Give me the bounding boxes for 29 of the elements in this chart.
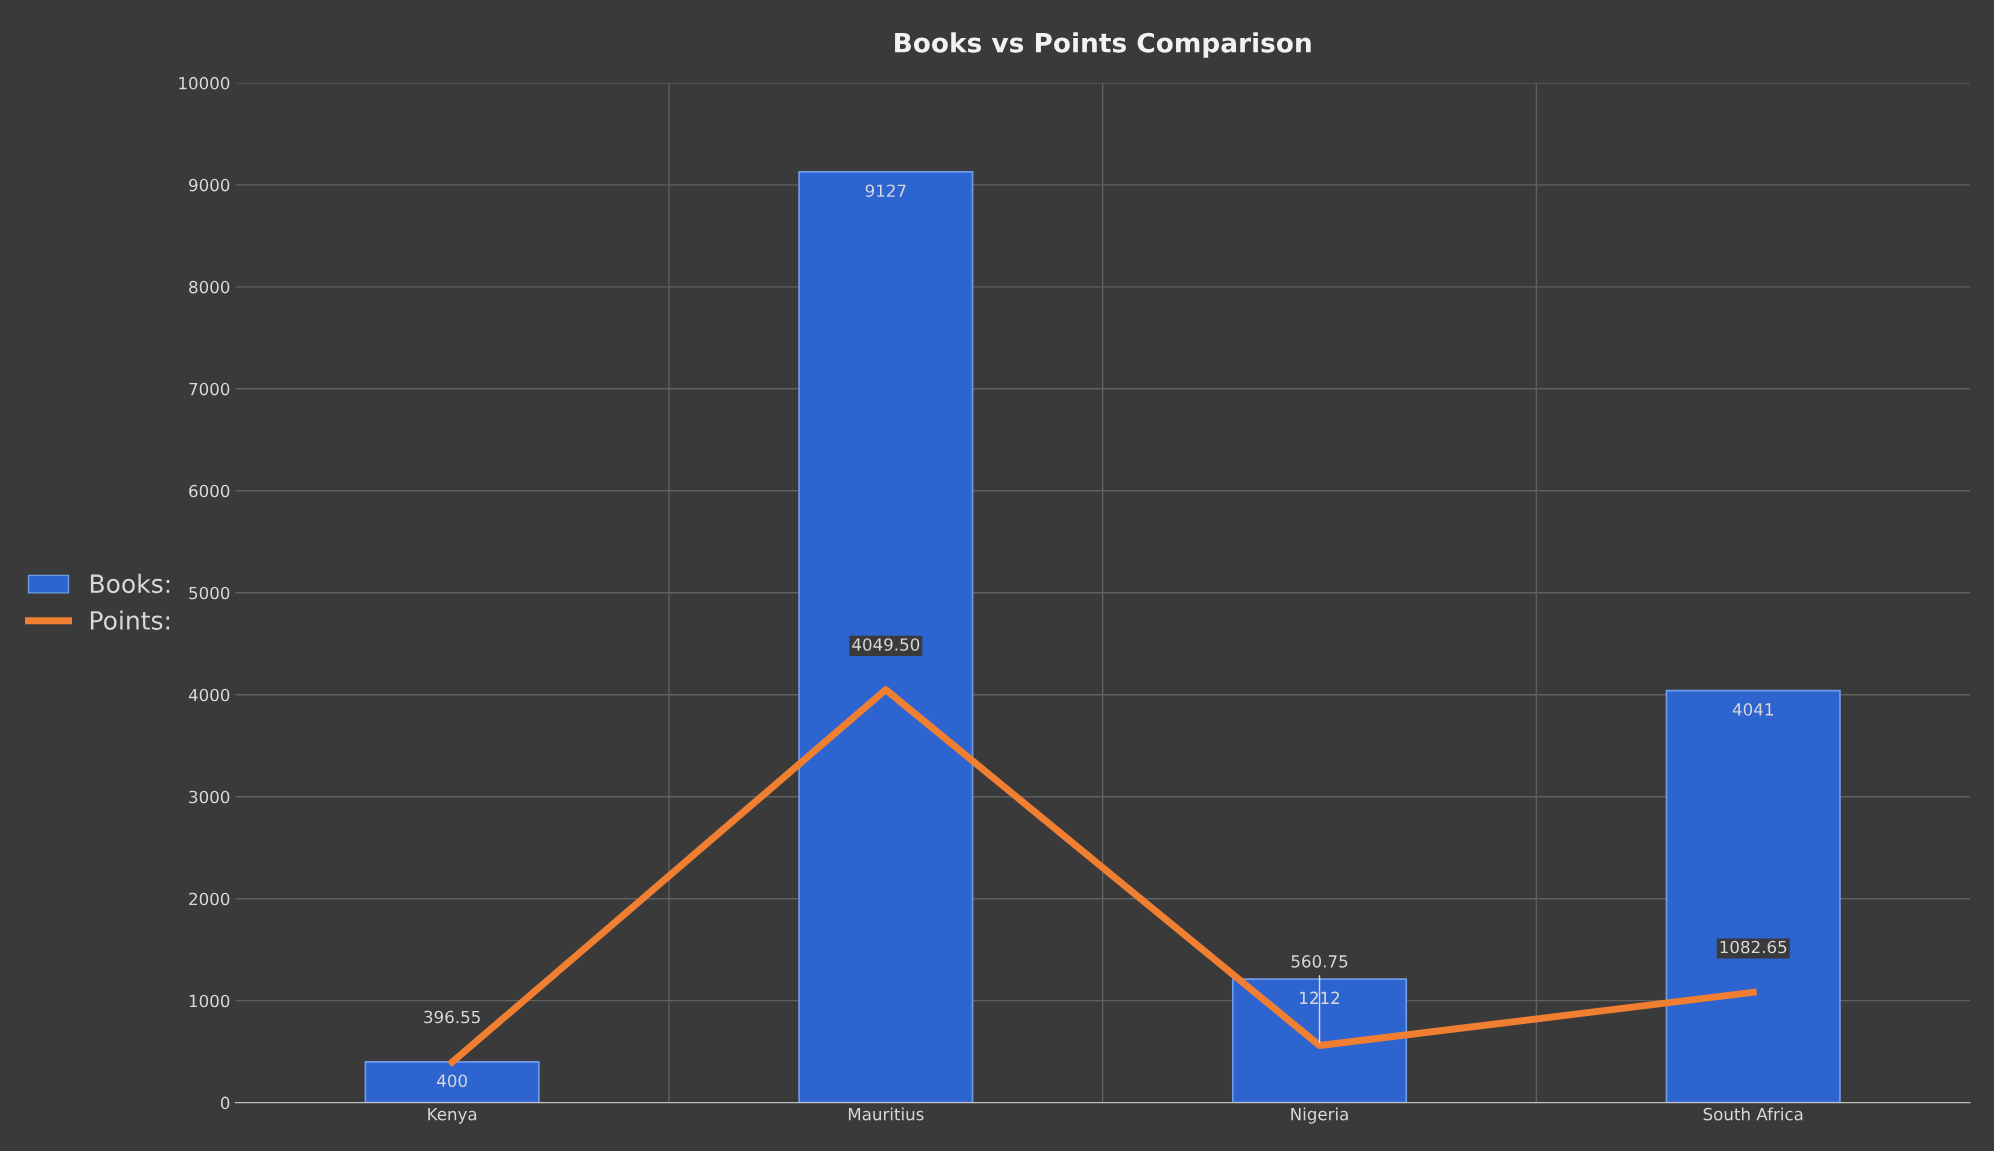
chart-title: Books vs Points Comparison bbox=[895, 32, 1311, 58]
y-tick-label: 10000 bbox=[179, 76, 230, 90]
x-tick-label: Mauritius bbox=[848, 1107, 924, 1121]
y-tick-label: 0 bbox=[220, 1096, 230, 1110]
y-tick-label: 6000 bbox=[189, 484, 230, 498]
data-label: 4049.50 bbox=[852, 638, 920, 651]
y-tick-label: 1000 bbox=[189, 994, 230, 1008]
y-tick-label: 7000 bbox=[189, 382, 230, 396]
data-label: 396.55 bbox=[424, 1010, 480, 1024]
x-tick-label: Kenya bbox=[428, 1108, 477, 1124]
data-label: 560.75 bbox=[1291, 955, 1348, 968]
legend-label: Points: bbox=[90, 610, 170, 630]
legend-label: Books: bbox=[90, 573, 170, 594]
bar bbox=[1665, 689, 1841, 1103]
x-tick-label: South Africa bbox=[1703, 1107, 1803, 1121]
data-label: 400 bbox=[437, 1074, 467, 1088]
bar bbox=[1231, 978, 1408, 1103]
y-tick-label: 9000 bbox=[189, 178, 230, 192]
data-label: 9127 bbox=[865, 184, 906, 198]
data-label: 1082.65 bbox=[1720, 940, 1787, 954]
y-tick-label: 2000 bbox=[189, 892, 230, 906]
bar bbox=[364, 1061, 540, 1103]
y-tick-label: 5000 bbox=[189, 586, 230, 600]
y-tick-label: 3000 bbox=[189, 790, 230, 804]
data-label: 4041 bbox=[1732, 703, 1773, 716]
x-tick-label: Nigeria bbox=[1291, 1107, 1348, 1124]
y-tick-label: 8000 bbox=[189, 280, 230, 294]
y-tick-label: 4000 bbox=[188, 688, 230, 702]
bar bbox=[798, 171, 974, 1103]
